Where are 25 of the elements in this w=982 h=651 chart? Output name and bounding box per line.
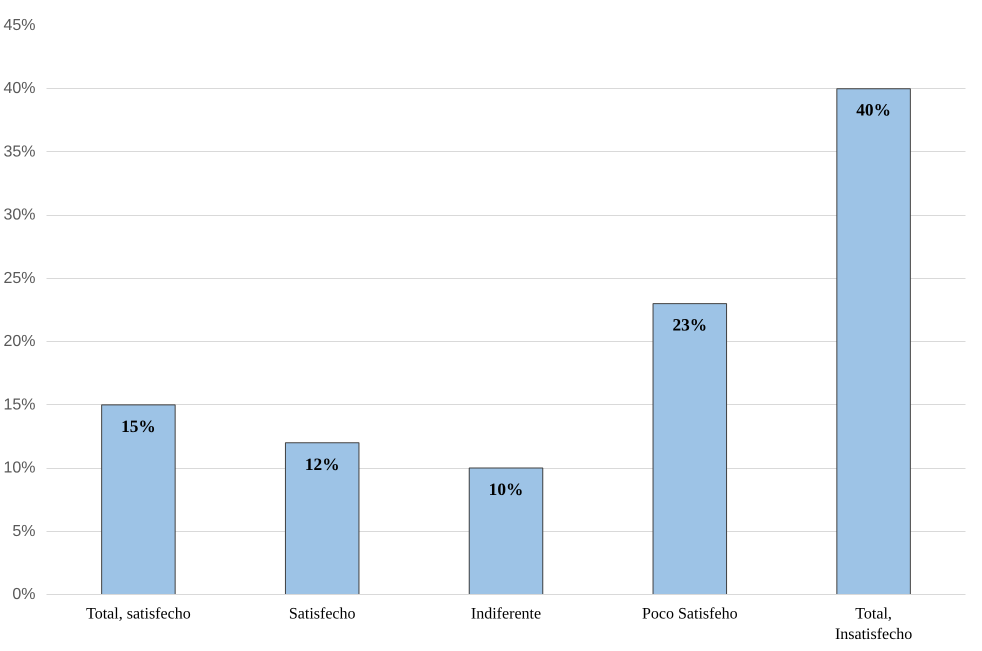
y-tick-label: 15%: [3, 396, 36, 414]
data-label: 15%: [121, 416, 156, 436]
bar: [836, 88, 911, 594]
y-tick-label: 10%: [3, 460, 36, 477]
y-tick-label: 5%: [12, 522, 36, 540]
y-tick-label: 40%: [3, 80, 36, 98]
y-tick-label: 25%: [3, 270, 36, 287]
y-tick-label: 30%: [3, 206, 36, 224]
y-tick-label: 0%: [12, 586, 36, 603]
x-tick-label: Indiferente: [470, 606, 542, 622]
data-label: 10%: [488, 480, 524, 500]
y-tick-label: 35%: [3, 143, 36, 160]
data-label: 12%: [304, 454, 340, 474]
bar: [652, 303, 728, 594]
x-tick-label: Poco Satisfeho: [642, 606, 738, 622]
x-tick-label: Total, satisfecho: [86, 606, 191, 622]
bar: [101, 404, 176, 594]
bar: [284, 442, 360, 594]
bar: [468, 468, 544, 594]
data-label: 40%: [856, 100, 891, 120]
y-tick-label: 45%: [3, 17, 36, 34]
y-tick-label: 20%: [3, 333, 36, 350]
data-label: 23%: [672, 316, 708, 335]
x-tick-label: Satisfecho: [288, 606, 356, 622]
x-tick-label: Total, Insatisfecho: [834, 606, 912, 643]
